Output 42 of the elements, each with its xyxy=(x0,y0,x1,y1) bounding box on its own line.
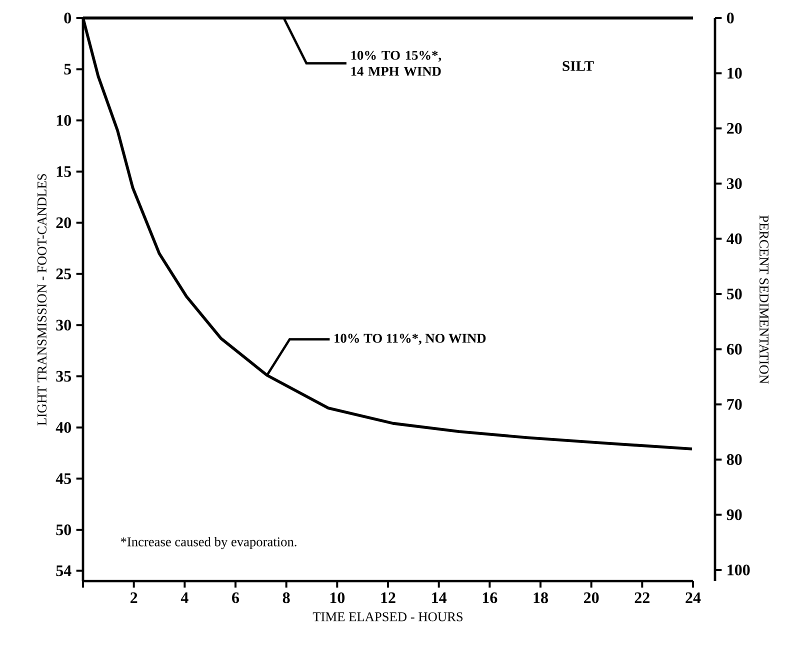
x-tick-label: 6 xyxy=(232,592,240,604)
y-tick-label: 20 xyxy=(56,217,72,228)
x-tick-label: 20 xyxy=(584,592,599,604)
x-axis-title: TIME ELAPSED - HOURS xyxy=(312,612,463,622)
y-tick-label: 15 xyxy=(56,166,72,177)
x-tick-label: 4 xyxy=(180,592,188,603)
y2-tick-label: 90 xyxy=(726,509,742,520)
y2-tick-label: 50 xyxy=(727,288,742,300)
x-tick-label: 18 xyxy=(534,592,548,604)
y-tick-label: 54 xyxy=(56,565,72,576)
x-tick-label: 12 xyxy=(381,592,396,603)
annotation: 10% TO 11%*, NO WIND xyxy=(334,334,486,345)
annotation: SILT xyxy=(562,61,594,71)
x-tick-label: 8 xyxy=(282,592,290,604)
y-tick-label: 40 xyxy=(56,422,72,433)
x-tick-label: 2 xyxy=(130,592,138,603)
y-tick-label: 30 xyxy=(56,320,72,330)
annotation: 10% TO 15%*, 14 MPH WIND xyxy=(351,50,442,76)
x-tick-label: 16 xyxy=(482,592,498,604)
y2-tick-label: 60 xyxy=(726,344,742,355)
y2-tick-label: 20 xyxy=(727,123,742,134)
annotation: *Increase caused by evaporation. xyxy=(120,536,296,550)
y2-tick-label: 80 xyxy=(726,454,742,465)
x-tick-label: 24 xyxy=(686,592,701,603)
y2-tick-label: 30 xyxy=(726,178,742,189)
y2-axis-title: PERCENT SEDIMENTATION xyxy=(760,215,768,384)
y-tick-label: 45 xyxy=(56,473,72,484)
y2-tick-label: 100 xyxy=(728,564,750,576)
y2-tick-label: 40 xyxy=(726,233,742,244)
y2-tick-label: 70 xyxy=(727,398,742,410)
x-tick-label: 14 xyxy=(432,592,447,603)
y-tick-label: 25 xyxy=(56,268,72,280)
y-tick-label: 5 xyxy=(64,64,72,75)
y-tick-label: 0 xyxy=(64,12,72,24)
y-tick-label: 35 xyxy=(56,370,72,382)
y-tick-label: 10 xyxy=(56,114,72,126)
x-tick-label: 10 xyxy=(330,592,345,604)
y2-tick-label: 10 xyxy=(728,68,742,79)
y-tick-label: 50 xyxy=(56,524,72,536)
y2-tick-label: 0 xyxy=(726,12,734,24)
y-axis-title: LIGHT TRANSMISSION - FOOT-CANDLES xyxy=(38,174,46,426)
x-tick-label: 22 xyxy=(634,592,650,603)
